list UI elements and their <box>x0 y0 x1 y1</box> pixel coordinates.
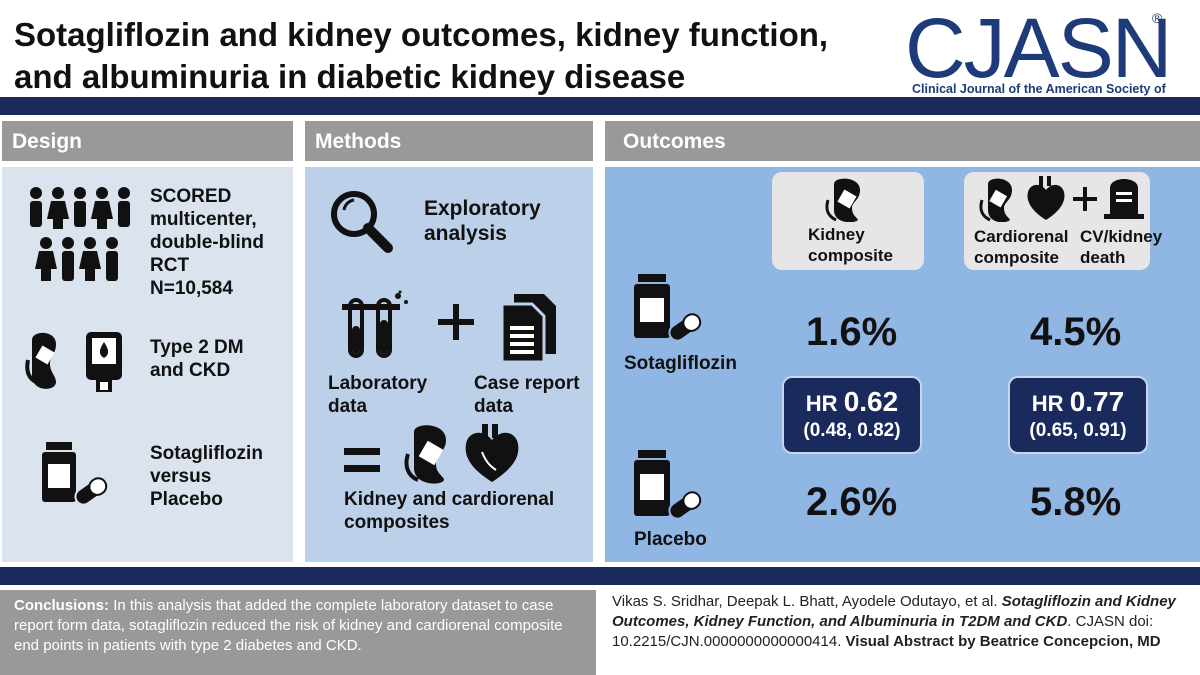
plus-icon <box>1073 187 1097 211</box>
people-group-icon <box>30 187 130 281</box>
placebo-label: Placebo <box>634 529 707 550</box>
analysis-type: Exploratory analysis <box>424 197 541 245</box>
placebo-cardiorenal-percent: 5.8% <box>1030 480 1122 524</box>
placebo-kidney-percent: 2.6% <box>806 480 898 524</box>
kidney-composite-label: Kidney composite <box>808 225 894 265</box>
equals-icon <box>344 448 380 472</box>
pill-bottle-icon <box>634 450 702 520</box>
plus-icon <box>438 304 474 340</box>
hr-kidney-box: HR 0.62 (0.48, 0.82) <box>782 376 922 454</box>
methods-heading: Methods <box>305 121 593 161</box>
cardiorenal-composite-label: Cardiorenal composite <box>974 227 1069 267</box>
outcomes-heading: Outcomes <box>605 121 1200 161</box>
citation: Vikas S. Sridhar, Deepak L. Bhatt, Ayode… <box>612 593 1176 650</box>
comparison-description: Sotagliflozin versus Placebo <box>150 443 263 510</box>
conclusions-box: Conclusions: In this analysis that added… <box>0 590 596 675</box>
kidney-icon <box>979 178 1012 222</box>
page-title: Sotagliflozin and kidney outcomes, kidne… <box>14 16 829 95</box>
sota-cardiorenal-percent: 4.5% <box>1030 310 1122 354</box>
population-description: Type 2 DM and CKD <box>150 337 244 381</box>
test-tubes-icon <box>342 290 408 358</box>
kidney-icon <box>404 425 446 484</box>
pill-bottle-icon <box>634 274 702 342</box>
kidney-glucometer-icon <box>25 332 122 392</box>
case-report-label: Case report data <box>474 373 580 417</box>
sota-kidney-percent: 1.6% <box>806 310 898 354</box>
lab-data-label: Laboratory data <box>328 373 428 417</box>
tombstone-icon <box>1104 179 1144 219</box>
documents-icon <box>500 294 556 364</box>
registered-mark: ® <box>1152 10 1163 26</box>
pill-bottle-icon <box>42 442 108 506</box>
journal-logo: CJASN <box>905 1 1172 95</box>
heart-icon <box>465 424 519 482</box>
top-divider-bar <box>0 97 1200 115</box>
heart-icon <box>1027 176 1065 220</box>
magnifier-icon <box>331 191 393 253</box>
composite-result: Kidney and cardiorenal composites <box>344 489 555 533</box>
sotagliflozin-label: Sotagliflozin <box>624 353 737 374</box>
cv-kidney-death-label: CV/kidney death <box>1080 227 1163 267</box>
bottom-divider-bar <box>0 567 1200 585</box>
hr-cardiorenal-box: HR 0.77 (0.65, 0.91) <box>1008 376 1148 454</box>
trial-description: SCORED multicenter, double-blind RCT N=1… <box>150 186 264 299</box>
kidney-icon <box>825 178 860 222</box>
design-heading: Design <box>2 121 293 161</box>
